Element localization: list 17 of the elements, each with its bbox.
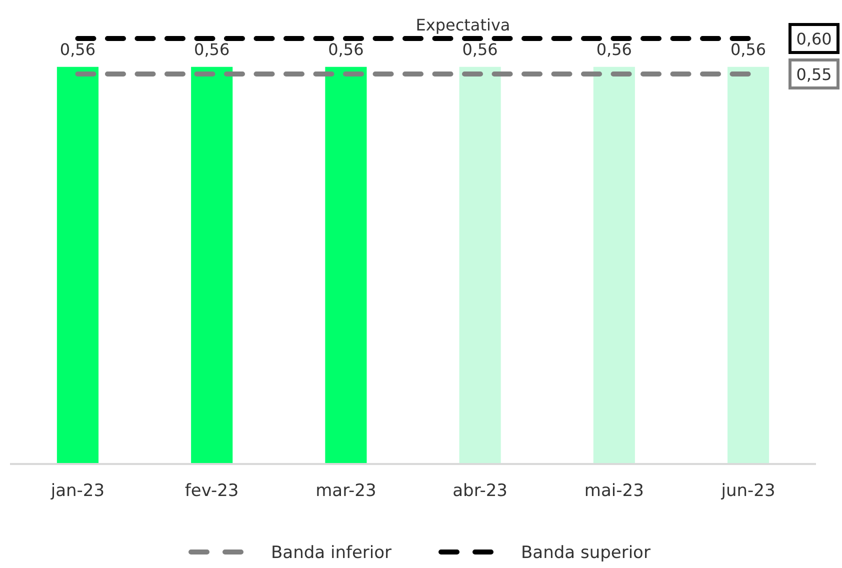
data-label: 0,56 [194, 40, 230, 59]
data-label: 0,56 [462, 40, 498, 59]
x-tick-label: jun-23 [720, 481, 776, 501]
data-label: 0,56 [328, 40, 364, 59]
data-label: 0,56 [596, 40, 632, 59]
x-tick-label: abr-23 [452, 481, 508, 501]
legend-label: Banda inferior [271, 543, 392, 563]
x-tick-label: mar-23 [316, 481, 376, 501]
text: 0,55 [796, 64, 832, 84]
x-tick-label: fev-23 [184, 481, 239, 501]
x-tick-label: mai-23 [584, 481, 644, 501]
text: 0,60 [796, 30, 832, 49]
x-tick-label: jan-23 [50, 481, 105, 501]
data-label: 0,56 [60, 40, 96, 59]
legend-label: Banda superior [521, 543, 650, 563]
text: Expectativa [416, 16, 510, 35]
data-label: 0,56 [730, 40, 766, 59]
